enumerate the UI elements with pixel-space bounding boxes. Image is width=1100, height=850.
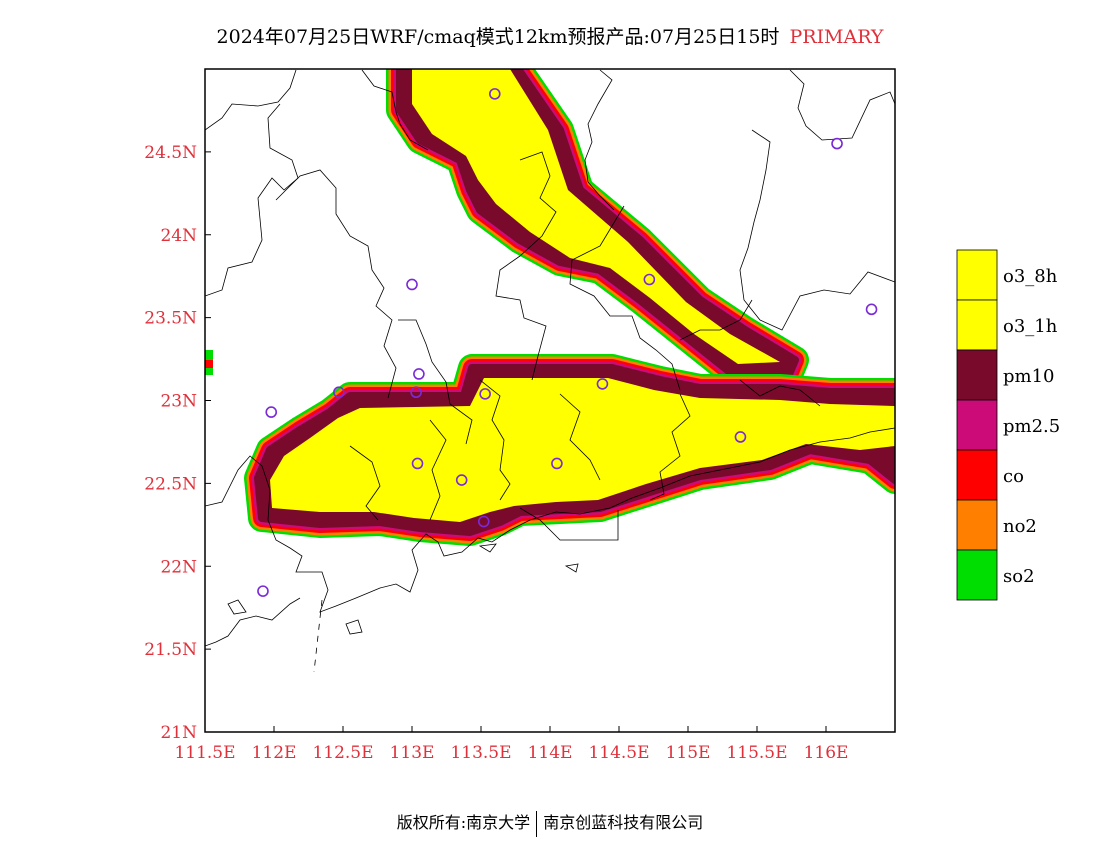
station-marker xyxy=(333,386,345,399)
station-marker xyxy=(455,474,468,486)
x-tick-label: 113E xyxy=(390,743,435,763)
legend-swatch xyxy=(956,549,998,601)
station-marker xyxy=(410,386,422,399)
station-marker xyxy=(865,303,878,316)
title-main: 2024年07月25日WRF/cmaq模式12km预报产品:07月25日15时 xyxy=(216,26,780,48)
station-marker xyxy=(551,457,563,470)
station-marker xyxy=(831,137,843,150)
legend-swatch xyxy=(956,449,998,501)
legend-swatch xyxy=(956,499,998,551)
legend: o3_8h o3_1h pm10 pm2.5 co no2 so2 xyxy=(956,249,1060,601)
coast-west xyxy=(205,597,301,647)
hk-border xyxy=(519,507,619,541)
border-east-2 xyxy=(739,129,895,331)
x-axis: 111.5E 112E 112.5E 113E 113.5E 114E 114.5E 115E… xyxy=(174,726,848,763)
station-marker xyxy=(734,431,747,443)
band-core xyxy=(412,69,780,364)
y-tick-label: 23N xyxy=(160,392,197,412)
legend-label: so2 xyxy=(1003,566,1035,587)
station-marker xyxy=(257,585,269,597)
border-city-8 xyxy=(649,393,691,501)
island-1 xyxy=(478,543,497,553)
border-guangxi xyxy=(205,103,299,297)
station-marker xyxy=(413,368,425,380)
legend-swatch xyxy=(956,399,998,451)
band-north-border xyxy=(386,69,809,386)
station-marker xyxy=(643,273,656,286)
band-core xyxy=(270,378,895,522)
station-marker xyxy=(265,406,278,418)
y-tick-label: 23.5N xyxy=(144,309,197,329)
station-marker xyxy=(411,457,424,470)
legend-swatch xyxy=(956,349,998,401)
figure-title: 2024年07月25日WRF/cmaq模式12km预报产品:07月25日15时 P… xyxy=(0,22,1100,49)
border-east-1 xyxy=(789,69,895,141)
station-marker xyxy=(479,388,491,400)
x-tick-label: 113.5E xyxy=(450,743,511,763)
x-tick-label: 115.5E xyxy=(726,743,787,763)
border-city-1 xyxy=(275,169,397,399)
station-marker xyxy=(596,378,609,390)
legend-label: o3_1h xyxy=(1003,316,1058,337)
y-tick-label: 22.5N xyxy=(144,474,197,494)
legend-label: pm2.5 xyxy=(1003,416,1060,437)
copyright-footer: 版权所有:南京大学 南京创蓝科技有限公司 xyxy=(0,809,1100,837)
island-3 xyxy=(345,619,363,635)
station-marker xyxy=(477,515,490,528)
station-marker xyxy=(406,278,418,291)
x-tick-label: 112.5E xyxy=(312,743,373,763)
y-tick-label: 21N xyxy=(160,723,197,743)
x-tick-label: 115E xyxy=(666,743,711,763)
admin-boundaries xyxy=(205,69,895,673)
footer-separator xyxy=(536,810,538,837)
y-tick-label: 24.5N xyxy=(144,143,197,163)
x-tick-label: 111.5E xyxy=(174,743,235,763)
y-tick-label: 24N xyxy=(160,226,197,246)
border-city-5 xyxy=(679,299,753,341)
border-city-6 xyxy=(479,379,511,501)
border-west xyxy=(205,69,297,131)
border-city-7 xyxy=(559,393,601,481)
legend-swatch xyxy=(956,249,998,301)
legend-label: co xyxy=(1003,466,1024,487)
border-city-2 xyxy=(398,319,473,445)
copyright-left: 版权所有:南京大学 xyxy=(396,813,531,832)
y-tick-label: 22N xyxy=(160,557,197,577)
border-city-11 xyxy=(349,445,381,521)
y-axis: 21N 21.5N 22N 22.5N 23N 23.5N 24N 24.5N xyxy=(144,143,211,743)
border-north-2 xyxy=(584,69,615,211)
band-south-border xyxy=(244,354,895,546)
pollutant-fill xyxy=(205,69,895,546)
copyright-right: 南京创蓝科技有限公司 xyxy=(543,813,704,832)
dash-boundary xyxy=(313,599,323,673)
x-tick-label: 114E xyxy=(528,743,573,763)
station-markers xyxy=(257,88,878,597)
border-city-3 xyxy=(495,151,557,381)
island-4 xyxy=(564,563,579,573)
border-city-4 xyxy=(569,205,681,391)
x-tick-label: 114.5E xyxy=(588,743,649,763)
border-city-10 xyxy=(429,419,447,521)
x-tick-label: 112E xyxy=(252,743,297,763)
island-2 xyxy=(227,599,247,615)
legend-label: pm10 xyxy=(1003,366,1055,387)
legend-label: o3_8h xyxy=(1003,266,1058,287)
title-tag: PRIMARY xyxy=(789,26,884,48)
border-north-1 xyxy=(361,69,429,151)
legend-swatch xyxy=(956,299,998,351)
station-marker xyxy=(488,88,501,100)
x-tick-label: 116E xyxy=(804,743,849,763)
patch-left-edge-co xyxy=(205,360,213,368)
coast xyxy=(205,427,895,613)
legend-label: no2 xyxy=(1003,516,1037,537)
border-city-9 xyxy=(739,379,821,407)
y-tick-label: 21.5N xyxy=(144,640,197,660)
